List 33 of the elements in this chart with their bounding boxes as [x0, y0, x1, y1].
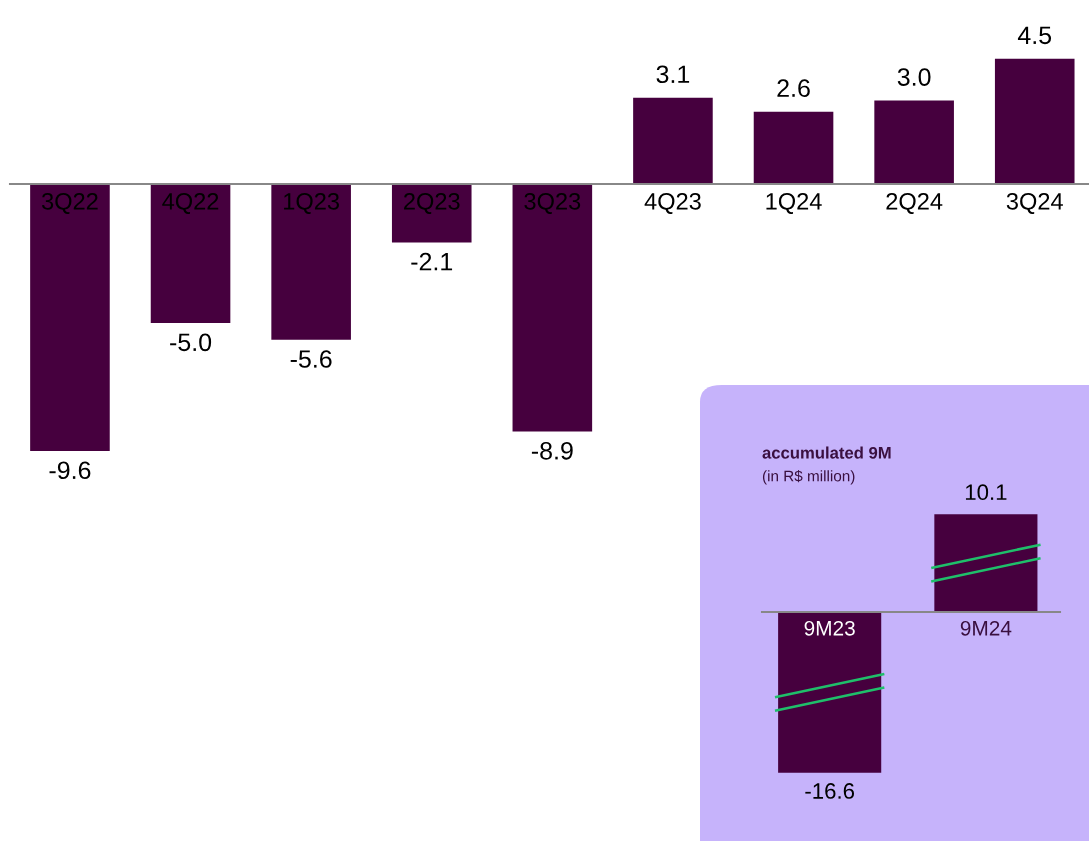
data-label: 3.1: [656, 65, 690, 84]
bar: [150, 184, 231, 324]
data-label: -2.1: [411, 252, 453, 271]
data-label: -5.0: [170, 333, 212, 352]
x-tick-label: 3Q24: [1006, 192, 1063, 214]
x-tick-label: 2Q23: [404, 192, 460, 214]
data-label: -8.9: [531, 441, 573, 460]
x-tick-label: 1Q23: [284, 192, 339, 214]
x-tick-label: 3Q22: [41, 192, 98, 214]
x-tick-label: 9M23: [804, 620, 855, 636]
x-tick-label: 1Q24: [766, 192, 822, 214]
data-label: -16.6: [805, 783, 855, 799]
data-label: -9.6: [49, 461, 91, 480]
bar: [391, 184, 472, 243]
bar: [30, 184, 110, 452]
bar: [753, 111, 834, 184]
data-label: 3.0: [897, 68, 931, 86]
x-tick-label: 4Q23: [644, 192, 701, 214]
bar: [271, 184, 351, 340]
data-label: 4.5: [1017, 26, 1052, 45]
bar: [874, 100, 954, 184]
chart-subtitle: (in R$ million): [762, 469, 855, 485]
chart-title: accumulated 9M: [762, 446, 891, 459]
data-label: -5.6: [290, 350, 332, 368]
x-tick-label: 4Q22: [162, 192, 219, 214]
data-label: 10.1: [965, 484, 1007, 501]
x-tick-label: 9M24: [960, 620, 1012, 636]
bar: [512, 184, 593, 432]
data-label: 2.6: [777, 79, 810, 98]
x-tick-label: 2Q24: [886, 192, 943, 214]
x-tick-label: 3Q23: [524, 192, 581, 214]
bar: [633, 97, 713, 184]
bar: [994, 58, 1075, 184]
